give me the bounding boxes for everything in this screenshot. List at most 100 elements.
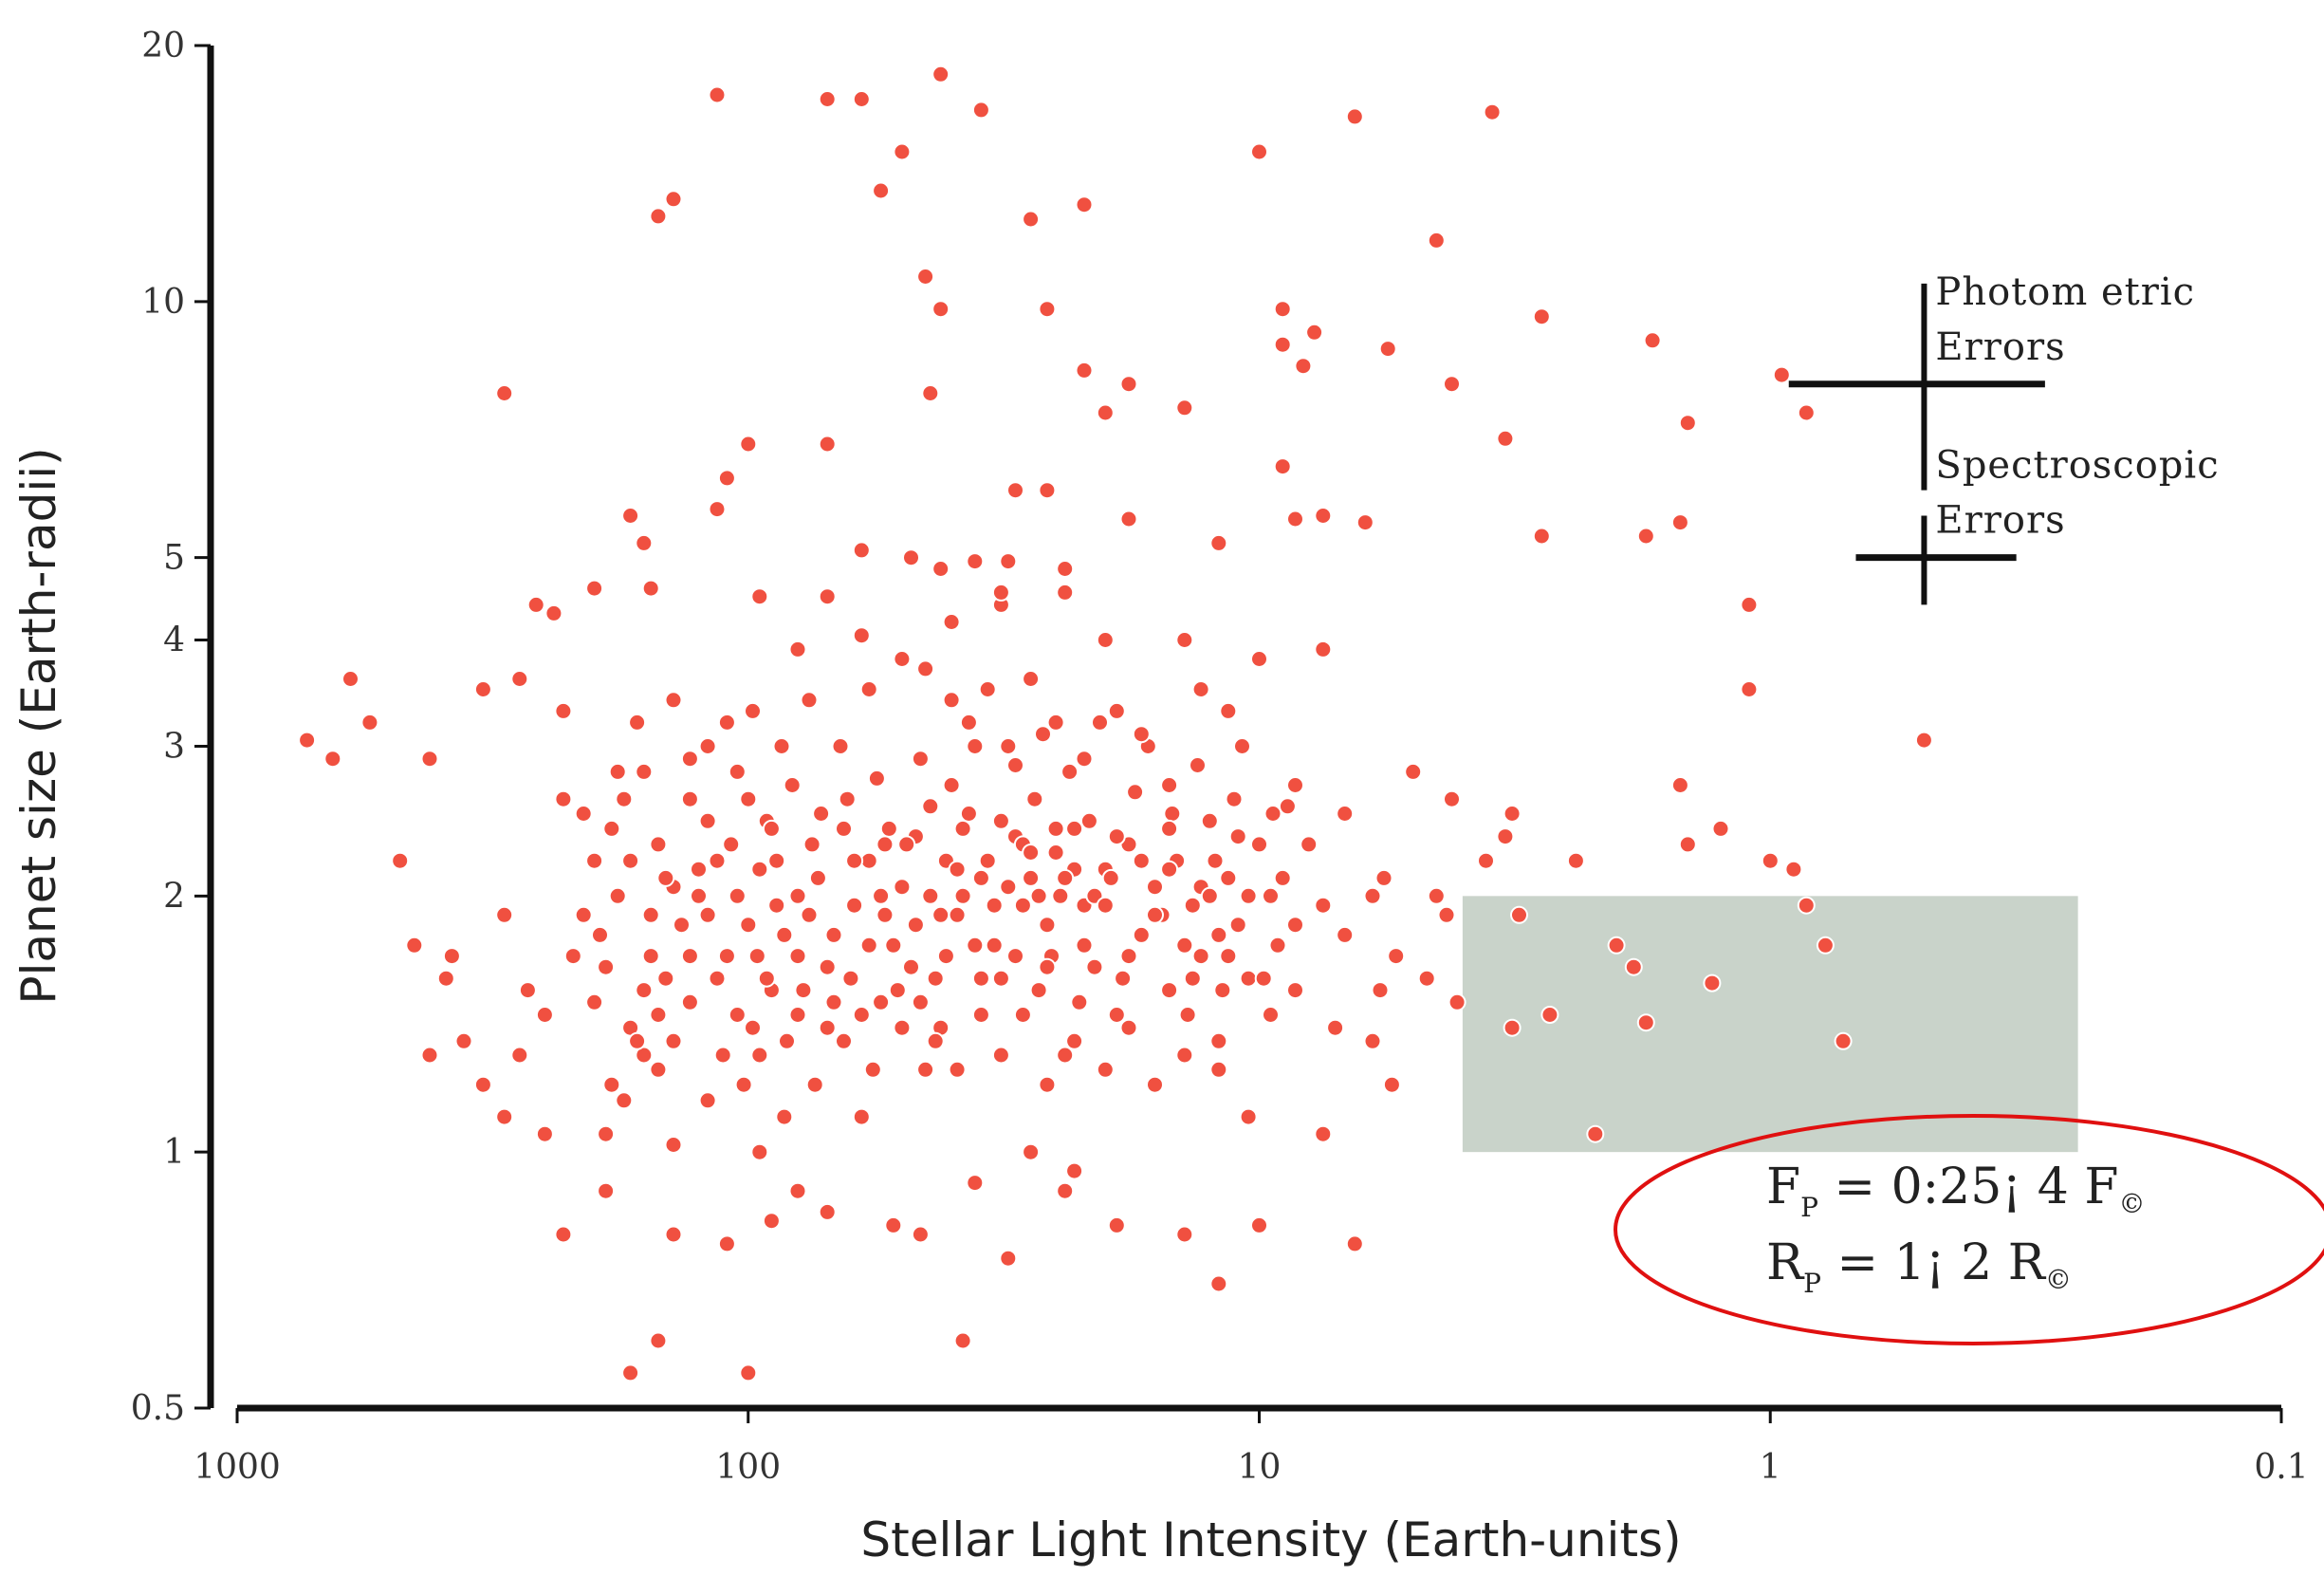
data-point: [1013, 896, 1032, 915]
data-point: [1200, 811, 1219, 830]
data-point: [750, 1142, 769, 1161]
data-point: [1075, 195, 1094, 214]
data-point: [1740, 595, 1759, 614]
data-point: [971, 969, 990, 988]
data-point: [628, 1031, 647, 1050]
data-point: [800, 691, 819, 710]
data-point: [442, 947, 461, 966]
data-point: [574, 805, 593, 823]
data-point: [1160, 981, 1179, 1000]
data-point: [1761, 851, 1780, 870]
data-point: [978, 851, 997, 870]
data-point: [1670, 513, 1689, 532]
data-point: [1670, 776, 1689, 794]
data-point: [971, 101, 990, 120]
data-point: [1404, 762, 1423, 781]
data-point: [999, 552, 1018, 571]
data-point: [999, 1249, 1018, 1268]
data-point: [1314, 507, 1333, 525]
data-point: [1119, 375, 1138, 394]
y-tick-label: 3: [163, 728, 185, 767]
data-point: [818, 957, 837, 976]
data-point: [1443, 375, 1461, 394]
data-point: [635, 762, 654, 781]
data-point: [1496, 429, 1515, 448]
y-tick-label: 5: [163, 539, 185, 578]
data-point: [1091, 713, 1109, 732]
data-point: [1273, 300, 1292, 319]
data-point: [1228, 827, 1247, 846]
data-point: [680, 947, 699, 966]
data-point: [1061, 762, 1079, 781]
data-point: [1427, 231, 1446, 250]
data-point: [1175, 936, 1194, 955]
data-point: [835, 1031, 853, 1050]
data-point: [1013, 1006, 1032, 1024]
data-point: [1107, 1006, 1126, 1024]
data-point: [1206, 851, 1225, 870]
data-point: [863, 1060, 882, 1079]
data-point: [608, 886, 627, 905]
data-point: [436, 969, 455, 988]
data-point: [698, 905, 717, 924]
data-point: [999, 737, 1018, 755]
data-point: [1160, 819, 1179, 838]
x-axis-title: Stellar Light Intensity (Earth-units): [860, 1512, 1681, 1567]
data-point: [893, 878, 912, 897]
data-point: [526, 595, 545, 614]
data-point: [916, 659, 935, 678]
data-point: [1025, 789, 1044, 808]
data-point: [664, 1225, 683, 1244]
data-point: [1784, 860, 1803, 879]
data-point: [1532, 307, 1551, 326]
zone-data-point: [1540, 1006, 1559, 1024]
data-point: [971, 868, 990, 887]
data-point: [788, 640, 807, 658]
data-point: [1132, 725, 1151, 744]
data-point: [641, 905, 660, 924]
data-point: [1374, 868, 1393, 887]
data-point: [744, 701, 762, 720]
data-point: [921, 797, 940, 816]
zone-data-point: [1607, 936, 1626, 955]
data-point: [991, 583, 1010, 602]
data-point: [1273, 868, 1292, 887]
data-point: [1233, 737, 1251, 755]
zone-data-point: [1503, 1018, 1522, 1037]
data-point: [1314, 896, 1333, 915]
data-point: [1496, 827, 1515, 846]
data-point: [680, 750, 699, 769]
data-point: [664, 1136, 683, 1154]
data-point: [708, 85, 727, 104]
data-point: [1225, 789, 1244, 808]
data-point: [818, 435, 837, 454]
data-point: [518, 981, 537, 1000]
data-point: [783, 776, 802, 794]
data-point: [495, 384, 514, 402]
data-point: [698, 737, 717, 755]
data-point: [717, 1234, 736, 1253]
data-point: [762, 1212, 781, 1231]
data-point: [1160, 776, 1179, 794]
data-point: [953, 819, 972, 838]
data-point: [906, 916, 925, 935]
data-point: [728, 1006, 747, 1024]
data-point: [1209, 533, 1228, 552]
data-point: [1209, 1274, 1228, 1293]
data-point: [544, 603, 563, 622]
data-point: [959, 713, 978, 732]
data-point: [893, 1018, 912, 1037]
data-point: [585, 579, 604, 598]
data-point: [1056, 560, 1075, 578]
data-point: [859, 936, 878, 955]
data-point: [1101, 868, 1120, 887]
data-point: [931, 560, 950, 578]
data-point: [635, 1046, 654, 1065]
x-tick-label: 1000: [194, 1448, 281, 1487]
data-point: [717, 947, 736, 966]
data-point: [1273, 457, 1292, 476]
data-point: [1029, 886, 1048, 905]
data-point: [1029, 981, 1048, 1000]
data-point: [1387, 947, 1406, 966]
formula-line: FP = 0:25¡ 4 F©: [1766, 1159, 2145, 1223]
